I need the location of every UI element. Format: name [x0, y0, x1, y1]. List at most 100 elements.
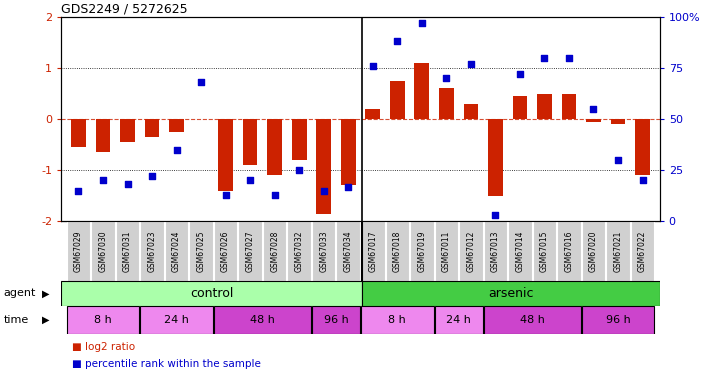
Text: GSM67032: GSM67032	[295, 231, 304, 272]
Bar	[366, 109, 380, 119]
Bar	[214, 221, 237, 281]
Text: 48 h: 48 h	[250, 315, 275, 325]
Text: GSM67022: GSM67022	[638, 231, 647, 272]
Point	[490, 212, 501, 218]
Point	[318, 188, 329, 194]
Point	[269, 192, 280, 198]
Text: GSM67034: GSM67034	[344, 230, 353, 272]
Bar	[533, 221, 556, 281]
Text: control: control	[190, 287, 233, 300]
Text: time: time	[4, 315, 29, 325]
Text: GSM67031: GSM67031	[123, 231, 132, 272]
Bar	[488, 119, 503, 196]
Bar	[435, 306, 482, 334]
Point	[612, 157, 624, 163]
Bar	[508, 221, 531, 281]
Text: GSM67018: GSM67018	[393, 231, 402, 272]
Text: GSM67027: GSM67027	[246, 231, 255, 272]
Text: GSM67020: GSM67020	[589, 231, 598, 272]
Bar	[390, 81, 404, 119]
Text: GSM67011: GSM67011	[442, 231, 451, 272]
Text: 96 h: 96 h	[324, 315, 348, 325]
Bar	[439, 88, 454, 119]
Bar	[537, 93, 552, 119]
Point	[637, 177, 648, 183]
Bar	[288, 221, 311, 281]
Point	[367, 63, 379, 69]
Point	[514, 71, 526, 77]
Bar	[243, 119, 257, 165]
Bar	[582, 221, 605, 281]
Bar	[361, 306, 433, 334]
Bar	[582, 306, 655, 334]
Text: GSM67023: GSM67023	[148, 231, 156, 272]
Point	[73, 188, 84, 194]
Bar	[263, 221, 286, 281]
Bar	[169, 119, 184, 132]
Bar	[386, 221, 409, 281]
Point	[392, 38, 403, 44]
Text: GSM67024: GSM67024	[172, 231, 181, 272]
Text: agent: agent	[4, 288, 36, 298]
Text: GSM67012: GSM67012	[466, 231, 475, 272]
Point	[539, 55, 550, 61]
Point	[441, 75, 452, 81]
Bar	[96, 119, 110, 152]
Bar	[606, 221, 630, 281]
Bar	[165, 221, 188, 281]
Text: arsenic: arsenic	[488, 287, 534, 300]
Text: GSM67030: GSM67030	[99, 230, 107, 272]
Bar	[66, 306, 139, 334]
Bar	[611, 119, 625, 124]
Bar	[116, 221, 139, 281]
Text: ■ log2 ratio: ■ log2 ratio	[72, 342, 136, 352]
Bar	[61, 281, 362, 306]
Bar	[141, 306, 213, 334]
Bar	[71, 119, 86, 147]
Point	[97, 177, 109, 183]
Text: GSM67013: GSM67013	[491, 231, 500, 272]
Text: GSM67014: GSM67014	[516, 231, 524, 272]
Point	[146, 173, 158, 179]
Bar	[586, 119, 601, 122]
Bar	[120, 119, 135, 142]
Text: ■ percentile rank within the sample: ■ percentile rank within the sample	[72, 359, 261, 369]
Bar	[317, 119, 331, 214]
Text: GSM67025: GSM67025	[197, 231, 205, 272]
Point	[416, 20, 428, 26]
Bar	[557, 221, 580, 281]
Bar	[631, 221, 655, 281]
Bar	[267, 119, 282, 175]
Bar	[484, 221, 507, 281]
Bar	[337, 221, 360, 281]
Point	[465, 61, 477, 67]
Bar	[415, 63, 429, 119]
Bar	[361, 221, 384, 281]
Point	[588, 106, 599, 112]
Point	[563, 55, 575, 61]
Text: ▶: ▶	[42, 315, 49, 325]
Text: GSM67029: GSM67029	[74, 231, 83, 272]
Text: GSM67015: GSM67015	[540, 231, 549, 272]
Bar	[513, 96, 527, 119]
Text: GSM67016: GSM67016	[565, 231, 573, 272]
Point	[244, 177, 256, 183]
Bar	[145, 119, 159, 137]
Bar	[141, 221, 164, 281]
Bar	[341, 119, 355, 186]
Text: 8 h: 8 h	[389, 315, 406, 325]
Text: GSM67017: GSM67017	[368, 231, 377, 272]
Text: 24 h: 24 h	[446, 315, 471, 325]
Bar	[562, 93, 576, 119]
Point	[195, 79, 207, 85]
Bar	[190, 221, 213, 281]
Text: 8 h: 8 h	[94, 315, 112, 325]
Text: 96 h: 96 h	[606, 315, 630, 325]
Bar	[362, 281, 660, 306]
Bar	[435, 221, 458, 281]
Bar	[91, 221, 115, 281]
Text: 48 h: 48 h	[520, 315, 544, 325]
Bar	[292, 119, 306, 160]
Bar	[410, 221, 433, 281]
Bar	[312, 221, 335, 281]
